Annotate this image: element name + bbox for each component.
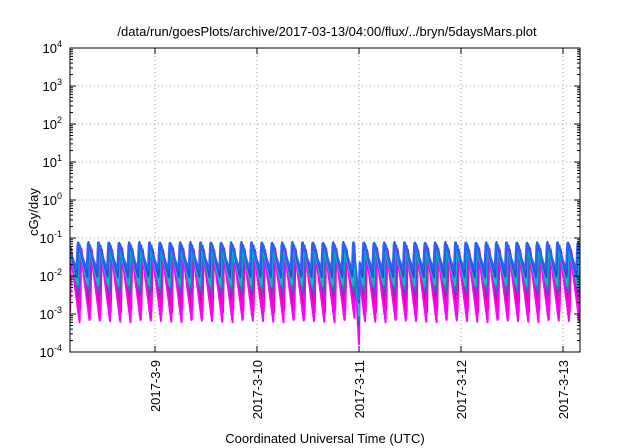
y-tick-label: 102: [43, 115, 62, 132]
x-tick-label: 2017-3-13: [556, 360, 571, 419]
y-tick-label: 10-2: [40, 267, 62, 284]
x-axis: 2017-3-9 2017-3-10 2017-3-11 2017-3-12 2017-…: [148, 48, 571, 419]
x-tick-label: 2017-3-9: [148, 360, 163, 412]
y-tick-label: 10-1: [40, 229, 62, 246]
y-tick-label: 10-3: [40, 305, 62, 322]
series-line-7: [70, 241, 580, 300]
y-axis-label: cGy/day: [26, 188, 41, 236]
chart-title: /data/run/goesPlots/archive/2017-03-13/0…: [117, 24, 537, 39]
x-tick-label: 2017-3-11: [352, 360, 367, 418]
x-axis-label: Coordinated Universal Time (UTC): [225, 431, 424, 446]
x-tick-label: 2017-3-10: [250, 360, 265, 419]
y-tick-label: 101: [43, 153, 62, 170]
y-tick-label: 10-4: [40, 343, 62, 360]
x-tick-label: 2017-3-12: [454, 360, 469, 419]
y-tick-label: 103: [43, 77, 62, 94]
y-tick-label: 100: [43, 191, 62, 208]
plot-area: [70, 240, 580, 346]
series-layer: [70, 240, 580, 346]
y-axis: 10-4 10-3 10-2 10-1 100 101 102 103 104: [40, 39, 580, 360]
y-tick-label: 104: [43, 39, 62, 56]
